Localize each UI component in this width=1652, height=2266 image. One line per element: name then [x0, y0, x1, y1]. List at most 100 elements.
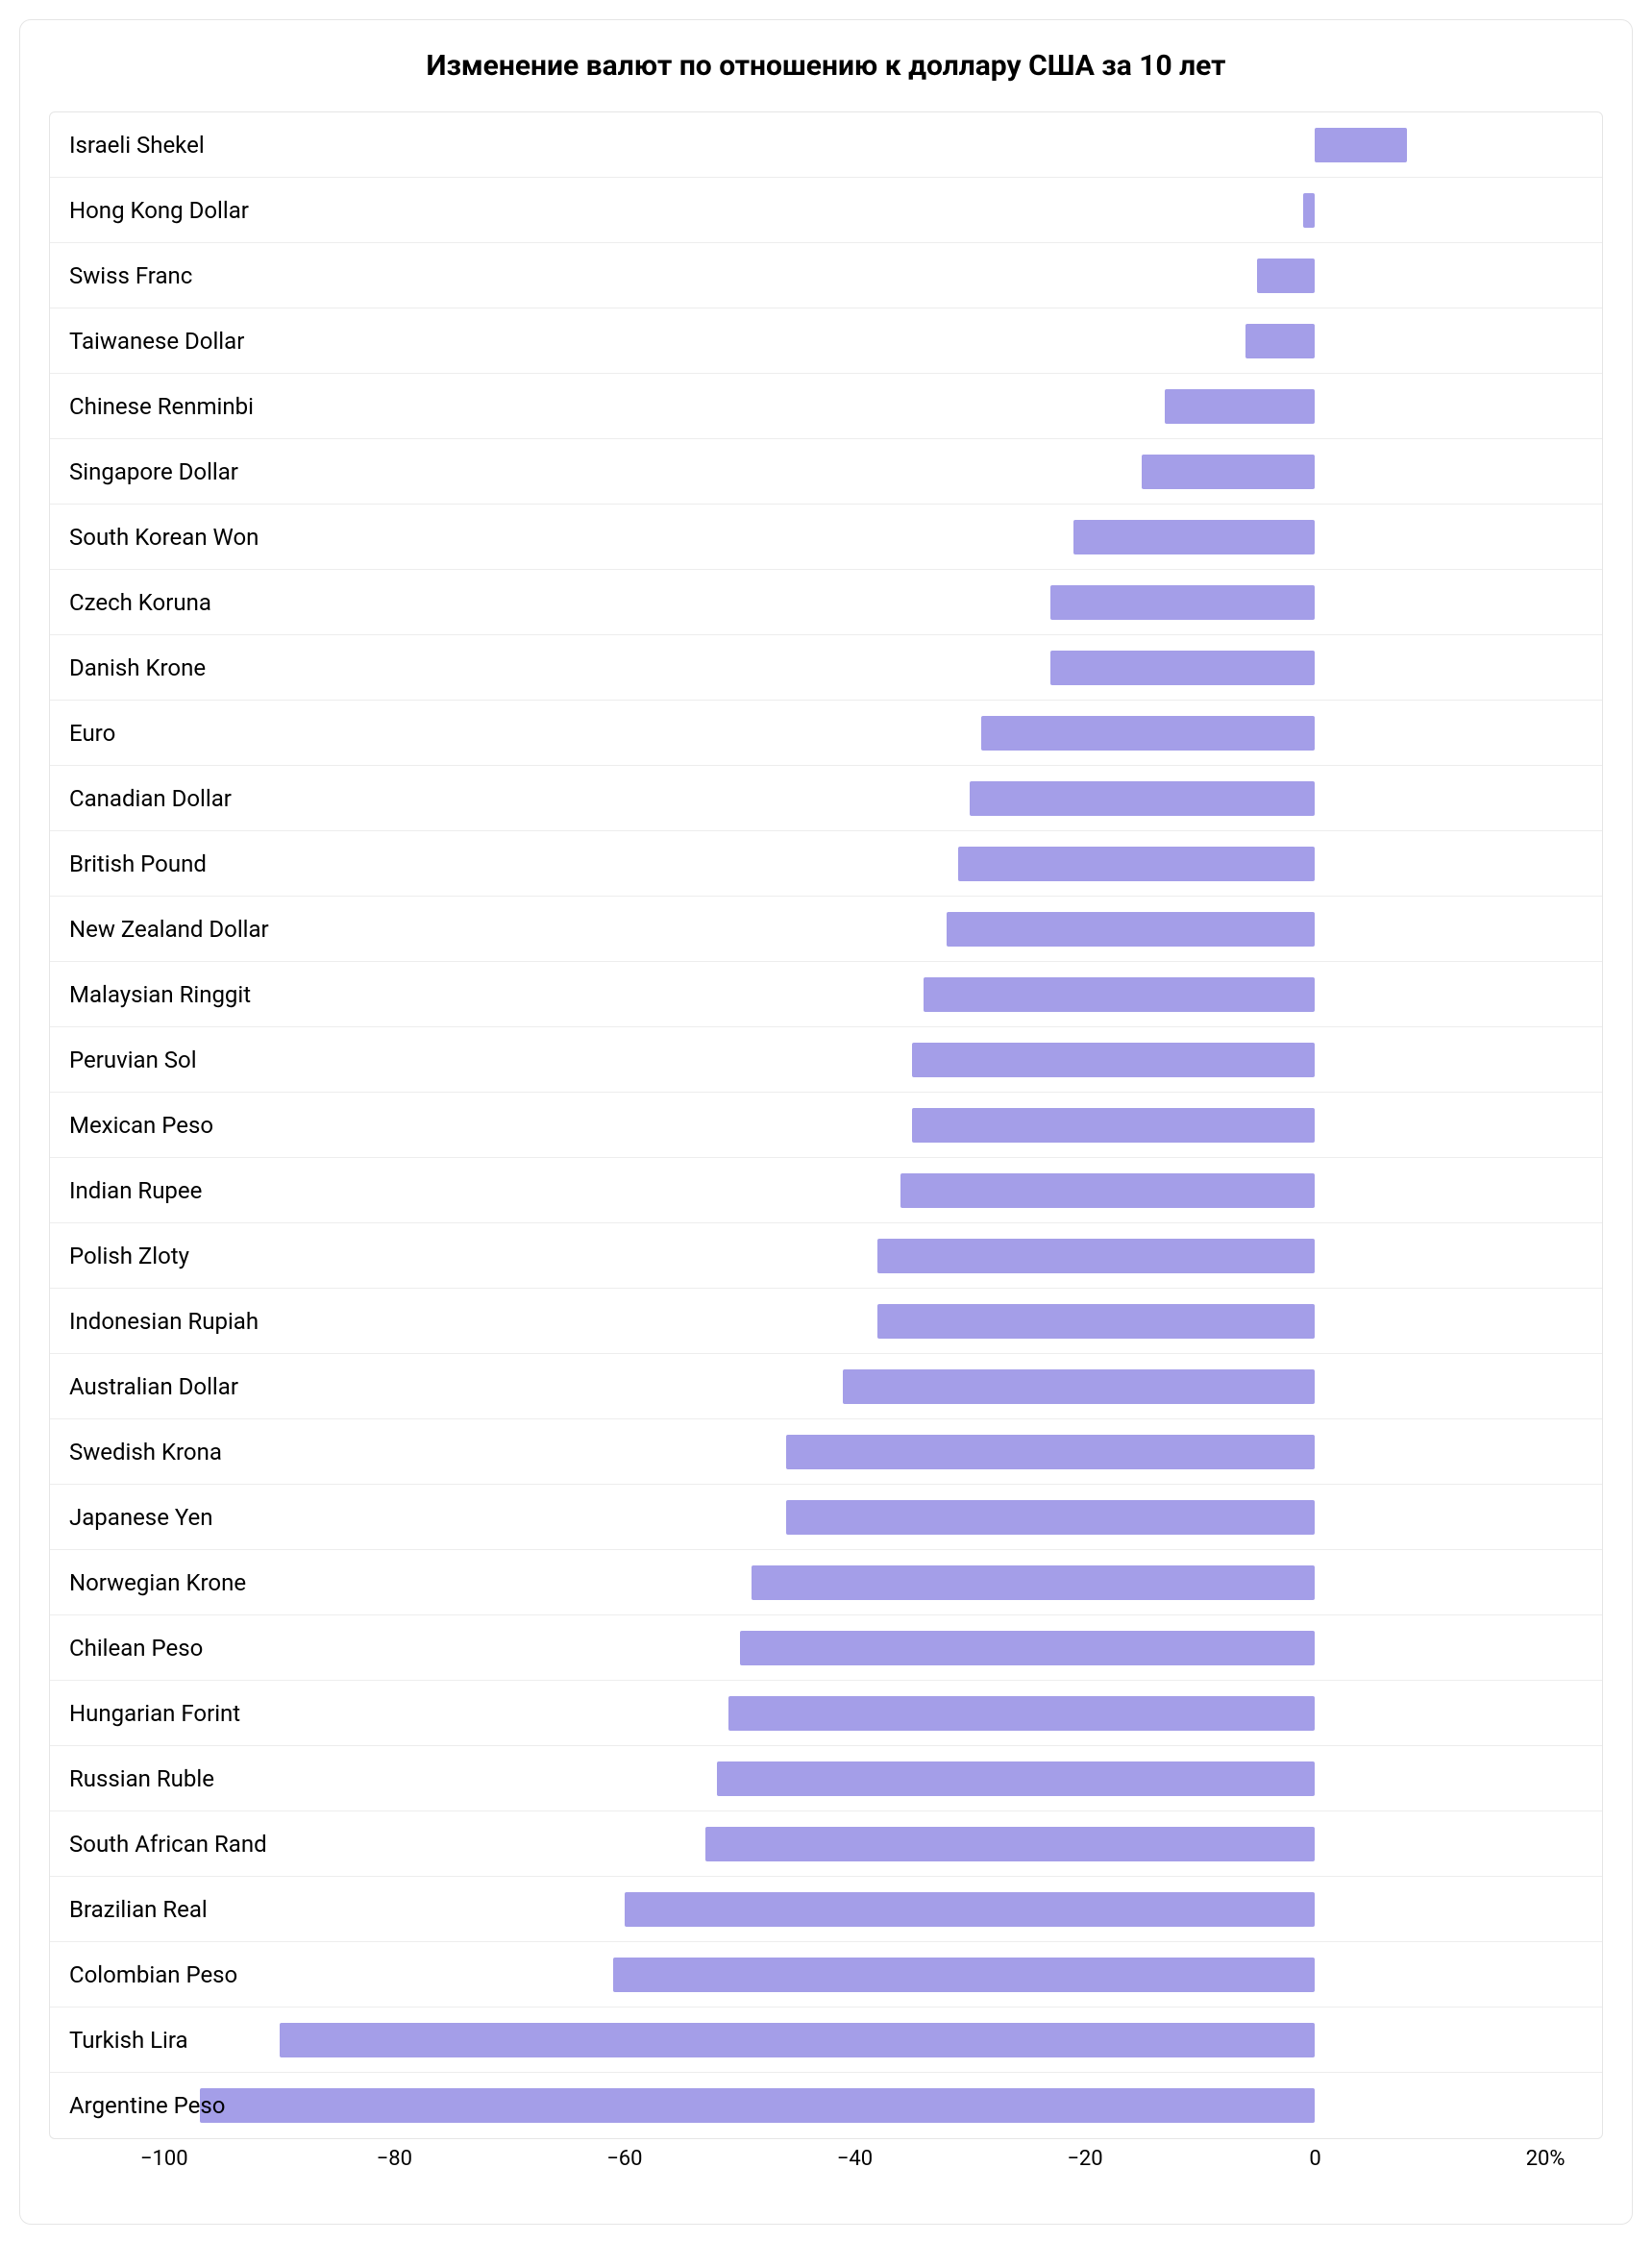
row-label: British Pound [69, 850, 207, 877]
row-label: Israeli Shekel [69, 132, 205, 159]
bar [947, 912, 1315, 947]
bar [200, 2088, 1315, 2123]
chart-row: Canadian Dollar [50, 766, 1602, 831]
chart-row: Taiwanese Dollar [50, 308, 1602, 374]
chart-row: Danish Krone [50, 635, 1602, 701]
chart-row: Colombian Peso [50, 1942, 1602, 2007]
row-label: Indian Rupee [69, 1177, 202, 1204]
chart-row: Chilean Peso [50, 1615, 1602, 1681]
chart-row: Swedish Krona [50, 1419, 1602, 1485]
bar [705, 1827, 1315, 1861]
x-axis-tick: −80 [377, 2147, 412, 2171]
row-label: Colombian Peso [69, 1961, 237, 1988]
row-label: Brazilian Real [69, 1896, 208, 1923]
row-label: Peruvian Sol [69, 1047, 197, 1073]
bar [912, 1108, 1315, 1143]
chart-row: Israeli Shekel [50, 112, 1602, 178]
bar [613, 1958, 1315, 1992]
plot-area [50, 1223, 1602, 1288]
row-label: Russian Ruble [69, 1765, 214, 1792]
row-label: Chilean Peso [69, 1635, 203, 1662]
row-label: South Korean Won [69, 524, 259, 551]
plot-area [50, 112, 1602, 177]
plot-area [50, 701, 1602, 765]
plot-area [50, 897, 1602, 961]
bar [1257, 259, 1315, 293]
bar [1303, 193, 1315, 228]
plot-area [50, 2073, 1602, 2138]
chart-row: Japanese Yen [50, 1485, 1602, 1550]
bar [625, 1892, 1315, 1927]
plot-area [50, 962, 1602, 1026]
row-label: Canadian Dollar [69, 785, 232, 812]
row-label: Polish Zloty [69, 1243, 189, 1269]
bar [958, 847, 1315, 881]
plot-area [50, 1746, 1602, 1810]
chart-row: Brazilian Real [50, 1877, 1602, 1942]
chart-row: New Zealand Dollar [50, 897, 1602, 962]
row-label: Czech Koruna [69, 589, 211, 616]
chart-container: Изменение валют по отношению к доллару С… [19, 19, 1633, 2225]
row-label: Japanese Yen [69, 1504, 213, 1531]
plot-area [50, 308, 1602, 373]
plot-area [50, 1811, 1602, 1876]
chart-row: South African Rand [50, 1811, 1602, 1877]
chart-title: Изменение валют по отношению к доллару С… [49, 49, 1603, 83]
row-label: Malaysian Ringgit [69, 981, 251, 1008]
row-label: Danish Krone [69, 654, 206, 681]
chart-row: Malaysian Ringgit [50, 962, 1602, 1027]
row-label: New Zealand Dollar [69, 916, 269, 943]
plot-area [50, 505, 1602, 569]
row-label: Singapore Dollar [69, 458, 238, 485]
chart-row: Argentine Peso [50, 2073, 1602, 2138]
chart-row: Mexican Peso [50, 1093, 1602, 1158]
plot-area [50, 831, 1602, 896]
plot-area [50, 1877, 1602, 1941]
plot-area [50, 1485, 1602, 1549]
plot-area [50, 635, 1602, 700]
plot-area [50, 178, 1602, 242]
bar [786, 1435, 1315, 1469]
row-label: Hungarian Forint [69, 1700, 240, 1727]
chart-row: Polish Zloty [50, 1223, 1602, 1289]
row-label: Norwegian Krone [69, 1569, 246, 1596]
bar [900, 1173, 1315, 1208]
row-label: Australian Dollar [69, 1373, 238, 1400]
x-axis-tick: −100 [140, 2147, 188, 2171]
bar [740, 1631, 1315, 1665]
plot-area [50, 1158, 1602, 1222]
chart-row: Australian Dollar [50, 1354, 1602, 1419]
row-label: Swiss Franc [69, 262, 192, 289]
plot-area [50, 1289, 1602, 1353]
chart-row: Hungarian Forint [50, 1681, 1602, 1746]
bar [877, 1304, 1315, 1339]
row-label: South African Rand [69, 1831, 267, 1858]
row-label: Taiwanese Dollar [69, 328, 244, 355]
bar [728, 1696, 1315, 1731]
x-axis-tick: −20 [1067, 2147, 1102, 2171]
row-label: Hong Kong Dollar [69, 197, 249, 224]
chart-row: South Korean Won [50, 505, 1602, 570]
plot-area [50, 570, 1602, 634]
x-axis-tick: 20% [1526, 2147, 1566, 2171]
bar [970, 781, 1315, 816]
plot-area [50, 243, 1602, 308]
bar [877, 1239, 1315, 1273]
plot-area [50, 1681, 1602, 1745]
bar [912, 1043, 1315, 1077]
plot-area [50, 2007, 1602, 2072]
bar [1073, 520, 1315, 554]
plot-area [50, 439, 1602, 504]
chart-row: Russian Ruble [50, 1746, 1602, 1811]
bar [1245, 324, 1315, 358]
chart-row: Singapore Dollar [50, 439, 1602, 505]
bar [981, 716, 1315, 751]
bar [1142, 455, 1314, 489]
x-axis-tick: 0 [1309, 2147, 1320, 2171]
x-axis-tick: −60 [606, 2147, 642, 2171]
bar [843, 1369, 1314, 1404]
chart-row: Peruvian Sol [50, 1027, 1602, 1093]
chart-row: Norwegian Krone [50, 1550, 1602, 1615]
bar [924, 977, 1315, 1012]
chart-row: Chinese Renminbi [50, 374, 1602, 439]
